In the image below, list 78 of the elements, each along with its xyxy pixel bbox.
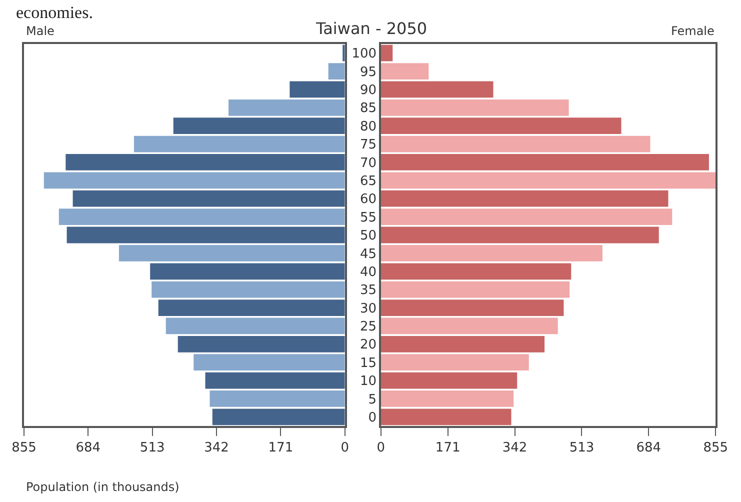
- y-tick-label: 50: [360, 228, 377, 244]
- bar: [380, 99, 569, 116]
- bar: [380, 190, 668, 207]
- x-tick-label: 171: [268, 440, 294, 456]
- y-tick-label: 70: [360, 156, 377, 171]
- y-tick-label: 45: [360, 246, 377, 262]
- x-tick-label: 684: [636, 440, 662, 456]
- x-tick-label: 513: [569, 440, 594, 456]
- bar: [380, 81, 494, 98]
- x-tick-label: 171: [435, 440, 460, 456]
- bar: [210, 390, 345, 407]
- bar: [380, 390, 514, 407]
- y-tick-label: 60: [360, 192, 377, 208]
- y-tick-label: 100: [352, 46, 377, 62]
- bar: [290, 81, 345, 98]
- bar: [66, 226, 345, 244]
- bar: [66, 154, 345, 170]
- x-axis-title: Population (in thousands): [26, 480, 180, 494]
- y-tick-label: 25: [360, 320, 377, 334]
- x-tick-label: 0: [340, 440, 349, 456]
- x-tick-label: 684: [76, 440, 101, 456]
- y-tick-label: 90: [360, 83, 377, 98]
- y-tick-label: 40: [360, 264, 377, 280]
- bar: [380, 44, 393, 62]
- bar: [380, 372, 518, 389]
- y-tick-label: 15: [360, 356, 377, 371]
- y-tick-label: 10: [360, 374, 377, 390]
- bar: [380, 154, 709, 170]
- y-tick-label: 35: [360, 283, 377, 298]
- bar: [380, 208, 672, 225]
- y-tick-label: 30: [360, 301, 377, 316]
- bar: [380, 118, 622, 134]
- bar: [380, 318, 558, 334]
- bar: [166, 318, 345, 334]
- bar: [380, 245, 602, 262]
- bar: [134, 136, 345, 152]
- chart-title: Taiwan - 2050: [315, 19, 428, 38]
- y-tick-label: 65: [360, 174, 377, 189]
- bar: [158, 300, 345, 316]
- text: Male: [26, 24, 54, 38]
- y-tick-label: 55: [360, 210, 377, 226]
- bar: [380, 63, 429, 80]
- bar: [194, 354, 345, 371]
- x-tick-label: 513: [140, 440, 165, 456]
- bar: [205, 372, 345, 389]
- bar: [178, 336, 345, 352]
- y-tick-label: 0: [368, 410, 377, 426]
- text: Female: [671, 24, 714, 38]
- bar: [150, 263, 345, 280]
- bar: [380, 263, 572, 280]
- bar: [58, 208, 345, 225]
- bar: [380, 354, 529, 371]
- bar: [118, 245, 345, 262]
- bar: [212, 408, 345, 426]
- bar: [380, 408, 512, 426]
- bar: [380, 300, 564, 316]
- bar: [72, 190, 345, 207]
- y-tick-label: 20: [360, 338, 377, 353]
- x-tick-label: 855: [12, 440, 36, 456]
- x-tick-label: 342: [502, 440, 528, 456]
- bar: [380, 336, 545, 352]
- y-tick-label: 5: [368, 392, 377, 408]
- bar: [228, 99, 345, 116]
- bar: [380, 226, 659, 244]
- y-tick-label: 75: [360, 138, 377, 153]
- bar: [380, 172, 716, 189]
- text: economies.: [16, 3, 93, 22]
- bar: [173, 118, 345, 134]
- bar: [328, 63, 345, 80]
- bar: [380, 136, 650, 152]
- x-tick-label: 342: [204, 440, 229, 456]
- bar: [152, 281, 345, 298]
- bar: [44, 172, 345, 189]
- y-tick-label: 95: [360, 64, 377, 80]
- x-tick-label: 855: [703, 440, 728, 456]
- y-tick-label: 80: [360, 119, 377, 134]
- bar: [380, 281, 570, 298]
- y-tick-label: 85: [360, 101, 377, 116]
